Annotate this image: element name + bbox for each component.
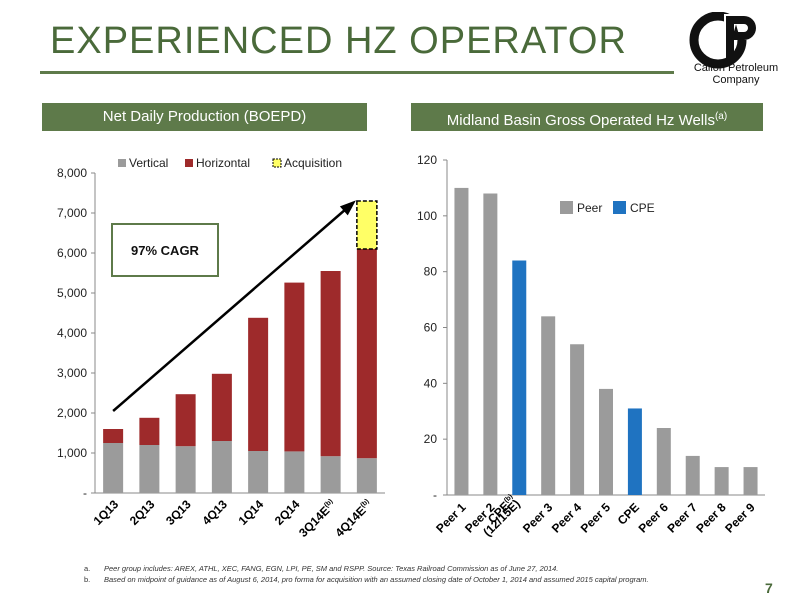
bar-horizontal — [175, 394, 196, 447]
wells-chart-header: Midland Basin Gross Operated Hz Wells(a) — [411, 103, 763, 131]
footnote-text: Peer group includes: AREX, ATHL, XEC, FA… — [104, 564, 559, 573]
legend-swatch-acquisition — [272, 158, 282, 168]
bar-horizontal — [284, 282, 305, 452]
x-tick-label: Peer 8 — [693, 500, 729, 536]
bar-peer — [714, 467, 729, 495]
footnotes: a. Peer group includes: AREX, ATHL, XEC, … — [84, 563, 649, 585]
legend-swatch-cpe — [613, 201, 626, 214]
bar-peer — [570, 344, 585, 495]
y-tick-label: 60 — [424, 321, 438, 335]
trend-arrow-head — [339, 200, 356, 216]
page-title: EXPERIENCED HZ OPERATOR — [50, 20, 627, 62]
x-tick-label: Peer 1 — [433, 500, 469, 536]
footnote-text: Based on midpoint of guidance as of Augu… — [104, 575, 649, 584]
production-chart-header-label: Net Daily Production (BOEPD) — [102, 108, 307, 125]
legend-swatch-vertical — [118, 159, 126, 167]
bar-peer — [454, 187, 469, 495]
company-logo — [689, 12, 756, 69]
cagr-annotation: 97% CAGR — [131, 243, 200, 258]
legend-swatch-peer — [560, 201, 573, 214]
x-tick-label: 2Q13 — [127, 497, 158, 528]
wells-chart-header-label: Midland Basin Gross Operated Hz Wells — [446, 112, 715, 129]
bar-vertical — [211, 441, 232, 493]
bar-vertical — [139, 445, 160, 493]
bar-horizontal — [103, 429, 124, 443]
bar-horizontal — [139, 417, 160, 445]
x-tick-label: Peer 6 — [636, 500, 672, 536]
x-tick-label: 1Q13 — [91, 497, 122, 528]
bar-peer — [743, 467, 758, 495]
y-tick-label: 6,000 — [57, 246, 87, 260]
y-tick-label: 120 — [417, 153, 437, 167]
y-tick-label: 40 — [424, 376, 438, 390]
y-tick-label: - — [433, 488, 437, 502]
bar-cpe — [627, 408, 642, 495]
bar-vertical — [356, 458, 377, 493]
bar-peer — [656, 428, 671, 495]
bar-horizontal — [320, 271, 341, 457]
y-tick-label: 20 — [424, 432, 438, 446]
x-tick-label: Peer 5 — [578, 500, 614, 536]
bar-cpe — [512, 260, 527, 495]
footnote-marker: b. — [84, 575, 91, 584]
logo-text: Callon Petroleum Company — [676, 62, 796, 86]
bar-peer — [685, 455, 700, 495]
page-number: 7 — [765, 580, 773, 596]
y-tick-label: 80 — [424, 265, 438, 279]
wells-chart-header-sup: (a) — [714, 111, 728, 122]
production-chart-header: Net Daily Production (BOEPD) — [42, 103, 367, 131]
trend-arrow-line — [112, 202, 354, 412]
footnote-a: a. Peer group includes: AREX, ATHL, XEC, … — [84, 563, 649, 574]
bar-peer — [541, 316, 556, 495]
footnote-marker: a. — [84, 564, 91, 573]
bar-vertical — [284, 451, 305, 493]
y-tick-label: 7,000 — [57, 206, 87, 220]
legend-label: CPE — [630, 201, 655, 215]
x-tick-label: Peer 3 — [520, 500, 556, 536]
bar-horizontal — [356, 249, 377, 459]
bar-acquisition — [356, 200, 378, 250]
y-tick-label: 100 — [417, 209, 437, 223]
y-tick-label: 4,000 — [57, 326, 87, 340]
logo-name-line1: Callon Petroleum — [693, 62, 779, 74]
title-divider — [40, 71, 674, 74]
bar-vertical — [103, 443, 124, 493]
production-chart: - 1,000 2,000 3,000 4,000 5,000 6,000 7,000 8,00… — [57, 156, 385, 540]
y-tick-label: 8,000 — [57, 166, 87, 180]
footnote-b: b. Based on midpoint of guidance as of Au… — [84, 574, 649, 585]
bar-vertical — [320, 456, 341, 493]
x-tick-label: 4Q14E(b) — [332, 497, 375, 540]
x-tick-label: Peer 4 — [549, 500, 585, 536]
cagr-annotation-box — [111, 223, 219, 277]
x-tick-label: Peer 9 — [722, 500, 758, 536]
bar-peer — [483, 193, 498, 495]
x-tick-label: 2Q14 — [272, 497, 303, 528]
x-tick-label: 4Q13 — [199, 497, 230, 528]
y-tick-label: 1,000 — [57, 446, 87, 460]
x-tick-label: Peer 7 — [664, 500, 700, 536]
bar-vertical — [248, 451, 269, 493]
legend-label: Acquisition — [284, 156, 342, 170]
y-tick-label: 2,000 — [57, 406, 87, 420]
y-tick-label: 5,000 — [57, 286, 87, 300]
y-tick-label: 3,000 — [57, 366, 87, 380]
y-tick-label: - — [83, 486, 87, 500]
bar-horizontal — [211, 373, 232, 441]
bar-vertical — [175, 446, 196, 493]
bar-horizontal — [248, 317, 269, 451]
legend-swatch-horizontal — [185, 159, 193, 167]
legend-label: Vertical — [129, 156, 168, 170]
x-tick-label: 3Q14E(b) — [296, 497, 339, 540]
legend-label: Peer — [577, 201, 602, 215]
bar-peer — [599, 388, 613, 495]
x-tick-label: 3Q13 — [163, 497, 194, 528]
x-tick-label: 1Q14 — [236, 497, 267, 528]
logo-name-line2: Company — [712, 74, 760, 86]
legend-label: Horizontal — [196, 156, 250, 170]
